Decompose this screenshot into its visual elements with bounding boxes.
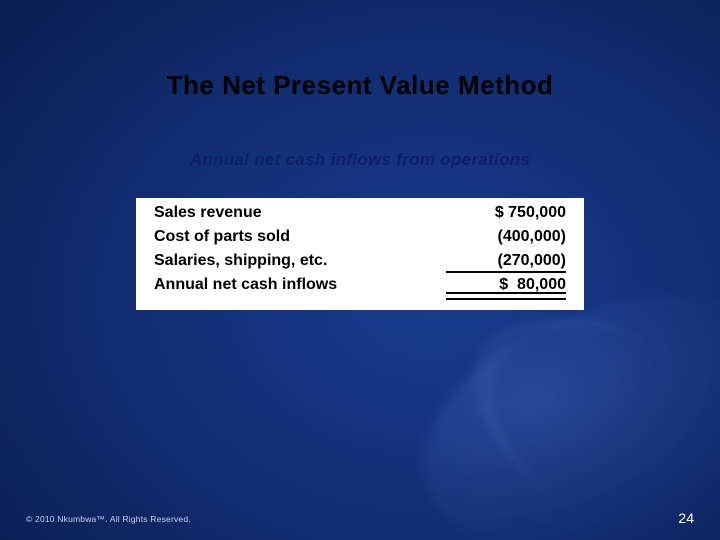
slide-subtitle: Annual net cash inflows from operations xyxy=(0,150,720,170)
row-value: (270,000) xyxy=(446,252,566,273)
row-label: Salaries, shipping, etc. xyxy=(154,252,327,270)
row-label: Annual net cash inflows xyxy=(154,276,337,294)
row-label: Cost of parts sold xyxy=(154,228,290,246)
row-label: Sales revenue xyxy=(154,204,262,222)
slide-title: The Net Present Value Method xyxy=(0,70,720,101)
background-swoosh-2 xyxy=(436,271,720,540)
table-row: Salaries, shipping, etc. (270,000) xyxy=(154,252,566,276)
copyright-footer: © 2010 Nkumbwa™. All Rights Reserved. xyxy=(26,514,191,524)
row-value: (400,000) xyxy=(446,228,566,246)
row-value: $ 80,000 xyxy=(446,276,566,297)
table-row: Cost of parts sold (400,000) xyxy=(154,228,566,252)
row-value: $ 750,000 xyxy=(446,204,566,222)
table-row-total: Annual net cash inflows $ 80,000 xyxy=(154,276,566,300)
page-number: 24 xyxy=(678,510,694,526)
cashflow-table: Sales revenue $ 750,000 Cost of parts so… xyxy=(136,198,584,310)
table-row: Sales revenue $ 750,000 xyxy=(154,204,566,228)
